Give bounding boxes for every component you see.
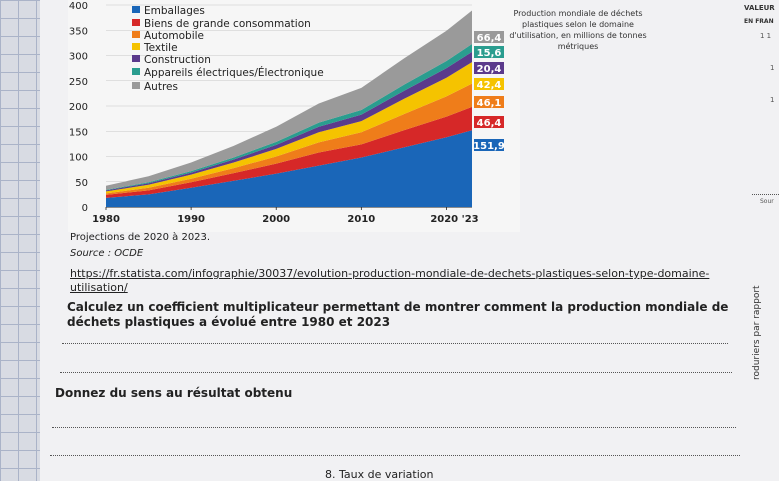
value-label-box: [474, 139, 504, 151]
y-axis-ticks: 0 50 100 150 200 250 300 350 400: [69, 1, 88, 214]
answer-line-4: [50, 455, 740, 456]
question-1: Calculez un coefficient multiplicateur p…: [67, 300, 729, 329]
x-axis-ticks: 1980 1990 2000 2010 2020 '23: [92, 207, 479, 225]
legend-label: Autres: [144, 81, 178, 93]
value-label: 15,6: [477, 48, 502, 59]
x-tick-label: 1990: [177, 214, 205, 225]
legend-label: Appareils électriques/Électronique: [144, 66, 324, 79]
question-2: Donnez du sens au résultat obtenu: [55, 386, 293, 400]
chart-areas: [106, 10, 472, 207]
projection-note: Projections de 2020 à 2023.: [70, 232, 211, 243]
x-tick-label: 2000: [262, 214, 290, 225]
value-label-box: [474, 31, 504, 43]
x-tick-label: 2010: [347, 214, 375, 225]
value-label: 66,4: [477, 33, 502, 44]
value-label-box: [474, 46, 504, 58]
legend-label: Textile: [143, 42, 178, 54]
value-label-box: [474, 116, 504, 128]
y-tick-label: 200: [69, 102, 88, 113]
side-value-3: 1: [770, 96, 775, 104]
legend-swatch: [132, 6, 140, 13]
x-tick-label: 2020 '23: [430, 214, 478, 225]
value-label: 42,4: [477, 80, 502, 91]
y-tick-label: 50: [75, 178, 88, 189]
legend-label: Construction: [144, 54, 211, 66]
side-value-2: 1: [770, 64, 775, 72]
y-tick-label: 400: [69, 1, 88, 12]
side-divider: [752, 194, 779, 195]
valeur-header: VALEUR: [744, 4, 775, 12]
answer-line-2: [60, 372, 732, 373]
x-tick-label: 1980: [92, 214, 120, 225]
value-label: 20,4: [477, 64, 502, 75]
side-value-1: 1 1: [760, 32, 772, 40]
legend-label: Automobile: [144, 30, 204, 42]
area-chart: 0 50 100 150 200 250 300 350 400 1980 1990 2000 201…: [68, 0, 520, 232]
value-label-box: [474, 78, 504, 90]
y-tick-label: 350: [69, 26, 88, 37]
legend-label: Emballages: [144, 5, 205, 17]
legend-label: Biens de grande consommation: [144, 18, 311, 30]
legend-swatch: [132, 82, 140, 89]
y-tick-label: 100: [69, 153, 88, 164]
source-note: Source : OCDE: [70, 248, 144, 259]
legend-swatch: [132, 68, 140, 75]
answer-line-3: [52, 427, 736, 428]
legend-swatch: [132, 19, 140, 26]
side-source: Sour: [760, 198, 774, 205]
chart-title: Production mondiale de déchets plastique…: [509, 9, 647, 51]
legend-swatch: [132, 43, 140, 50]
value-label-box: [474, 96, 504, 108]
area-series-emballages: [106, 130, 472, 207]
answer-line-1: [62, 343, 728, 344]
section-heading: 8. Taux de variation: [325, 468, 434, 481]
legend-swatch: [132, 55, 140, 62]
value-label: 151,9: [473, 141, 505, 152]
en-france-header: EN FRAN: [744, 18, 774, 25]
value-label-box: [474, 62, 504, 74]
vertical-margin-text: roduriers par rapport: [752, 285, 762, 380]
legend-swatch: [132, 31, 140, 38]
value-label: 46,4: [477, 118, 502, 129]
value-label: 46,1: [477, 98, 502, 109]
y-tick-label: 300: [69, 52, 88, 63]
source-link[interactable]: https://fr.statista.com/infographie/3003…: [70, 267, 710, 294]
y-tick-label: 0: [82, 203, 88, 214]
y-tick-label: 250: [69, 77, 88, 88]
chart-svg: 0 50 100 150 200 250 300 350 400 1980 1990 2000 201…: [69, 1, 505, 225]
value-labels: 151,9 46,4 46,1 42,4 20,4 15,6 66,4: [473, 31, 505, 152]
y-tick-label: 150: [69, 127, 88, 138]
